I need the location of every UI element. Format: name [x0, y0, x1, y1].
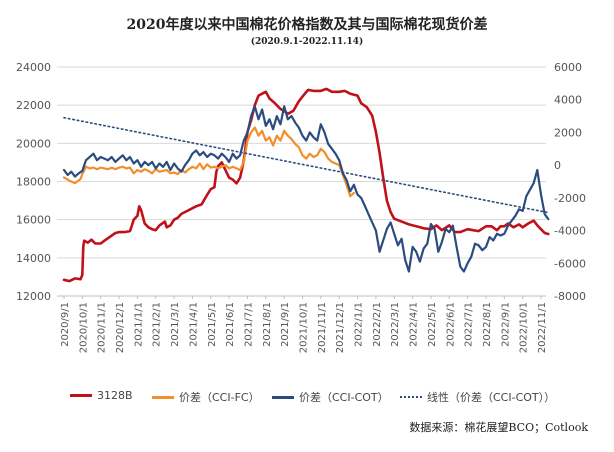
series-trendline	[63, 116, 550, 214]
y-right-tick-label: 2000	[554, 126, 582, 139]
x-tick-label: 2022/3/1	[390, 302, 401, 347]
x-tick-label: 2021/3/1	[170, 302, 181, 347]
x-tick-label: 2021/8/1	[262, 302, 273, 347]
x-tick-label: 2020/12/1	[115, 302, 126, 353]
y-left-tick-label: 22000	[16, 99, 51, 112]
x-tick-label: 2021/6/1	[225, 302, 236, 347]
chart-subtitle: (2020.9.1-2022.11.14)	[250, 37, 364, 47]
x-tick-label: 2022/6/1	[445, 302, 456, 347]
legend-item-3128b: 3128B	[70, 389, 133, 402]
y-left-tick-label: 18000	[16, 176, 51, 189]
y-left-tick-label: 16000	[16, 214, 51, 227]
x-tick-label: 2022/4/1	[409, 302, 420, 347]
y-right-tick-label: 4000	[554, 94, 582, 107]
y-right-tick-label: -6000	[554, 257, 586, 270]
y-right-tick-label: -2000	[554, 192, 586, 205]
y-left-tick-label: 14000	[16, 252, 51, 265]
data-source: 数据来源：棉花展望BCO；Cotlook	[409, 421, 588, 434]
x-tick-label: 2022/9/1	[500, 302, 511, 347]
y-left-tick-label: 24000	[16, 61, 51, 74]
x-tick-label: 2021/1/1	[133, 302, 144, 347]
y-right-tick-label: 6000	[554, 61, 582, 74]
legend-item-cci-fc: 价差（CCI-FC）	[152, 389, 260, 405]
x-tick-label: 2022/2/1	[372, 302, 383, 347]
chart-title: 2020年度以来中国棉花价格指数及其与国际棉花现货价差	[126, 17, 488, 33]
x-tick-label: 2021/4/1	[188, 302, 199, 347]
x-tick-label: 2022/10/1	[519, 302, 530, 353]
series-3128b-line	[62, 87, 550, 283]
x-tick-label: 2020/10/1	[78, 302, 89, 353]
x-tick-label: 2021/11/1	[317, 302, 328, 353]
x-tick-label: 2022/7/1	[464, 302, 475, 347]
x-tick-label: 2021/5/1	[207, 302, 218, 347]
y-right-tick-label: -8000	[554, 290, 586, 303]
legend-label-trendline: 线性（价差（CCI-COT））	[427, 391, 556, 404]
x-tick-label: 2021/10/1	[299, 302, 310, 353]
legend-label-cci-fc: 价差（CCI-FC）	[179, 391, 260, 404]
x-tick-label: 2021/12/1	[335, 302, 346, 353]
x-tick-label: 2022/11/1	[537, 302, 548, 353]
legend-label-3128b: 3128B	[97, 389, 133, 402]
y-left-tick-label: 20000	[16, 137, 51, 150]
x-tick-label: 2022/8/1	[482, 302, 493, 347]
legend-swatch-trendline	[400, 396, 422, 398]
legend-item-trendline: 线性（价差（CCI-COT））	[400, 389, 555, 405]
y-right-tick-label: -4000	[554, 225, 586, 238]
legend-swatch-cci-cot	[272, 395, 294, 399]
x-tick-label: 2020/11/1	[97, 302, 108, 353]
x-tick-label: 2020/9/1	[60, 302, 71, 347]
y-right-tick-label: 0	[554, 159, 561, 172]
y-left-tick-label: 12000	[16, 290, 51, 303]
legend-swatch-3128b	[70, 394, 92, 397]
x-tick-label: 2022/5/1	[427, 302, 438, 347]
series-cci-cot-line	[62, 105, 550, 273]
x-tick-label: 2022/1/1	[354, 302, 365, 347]
legend-item-cci-cot: 价差（CCI-COT）	[272, 389, 389, 405]
x-tick-label: 2021/7/1	[243, 302, 254, 347]
legend-swatch-cci-fc	[152, 395, 174, 399]
x-tick-label: 2021/9/1	[280, 302, 291, 347]
legend-label-cci-cot: 价差（CCI-COT）	[299, 391, 389, 404]
x-tick-label: 2021/2/1	[152, 302, 163, 347]
series-cci-fc-line	[62, 126, 355, 198]
